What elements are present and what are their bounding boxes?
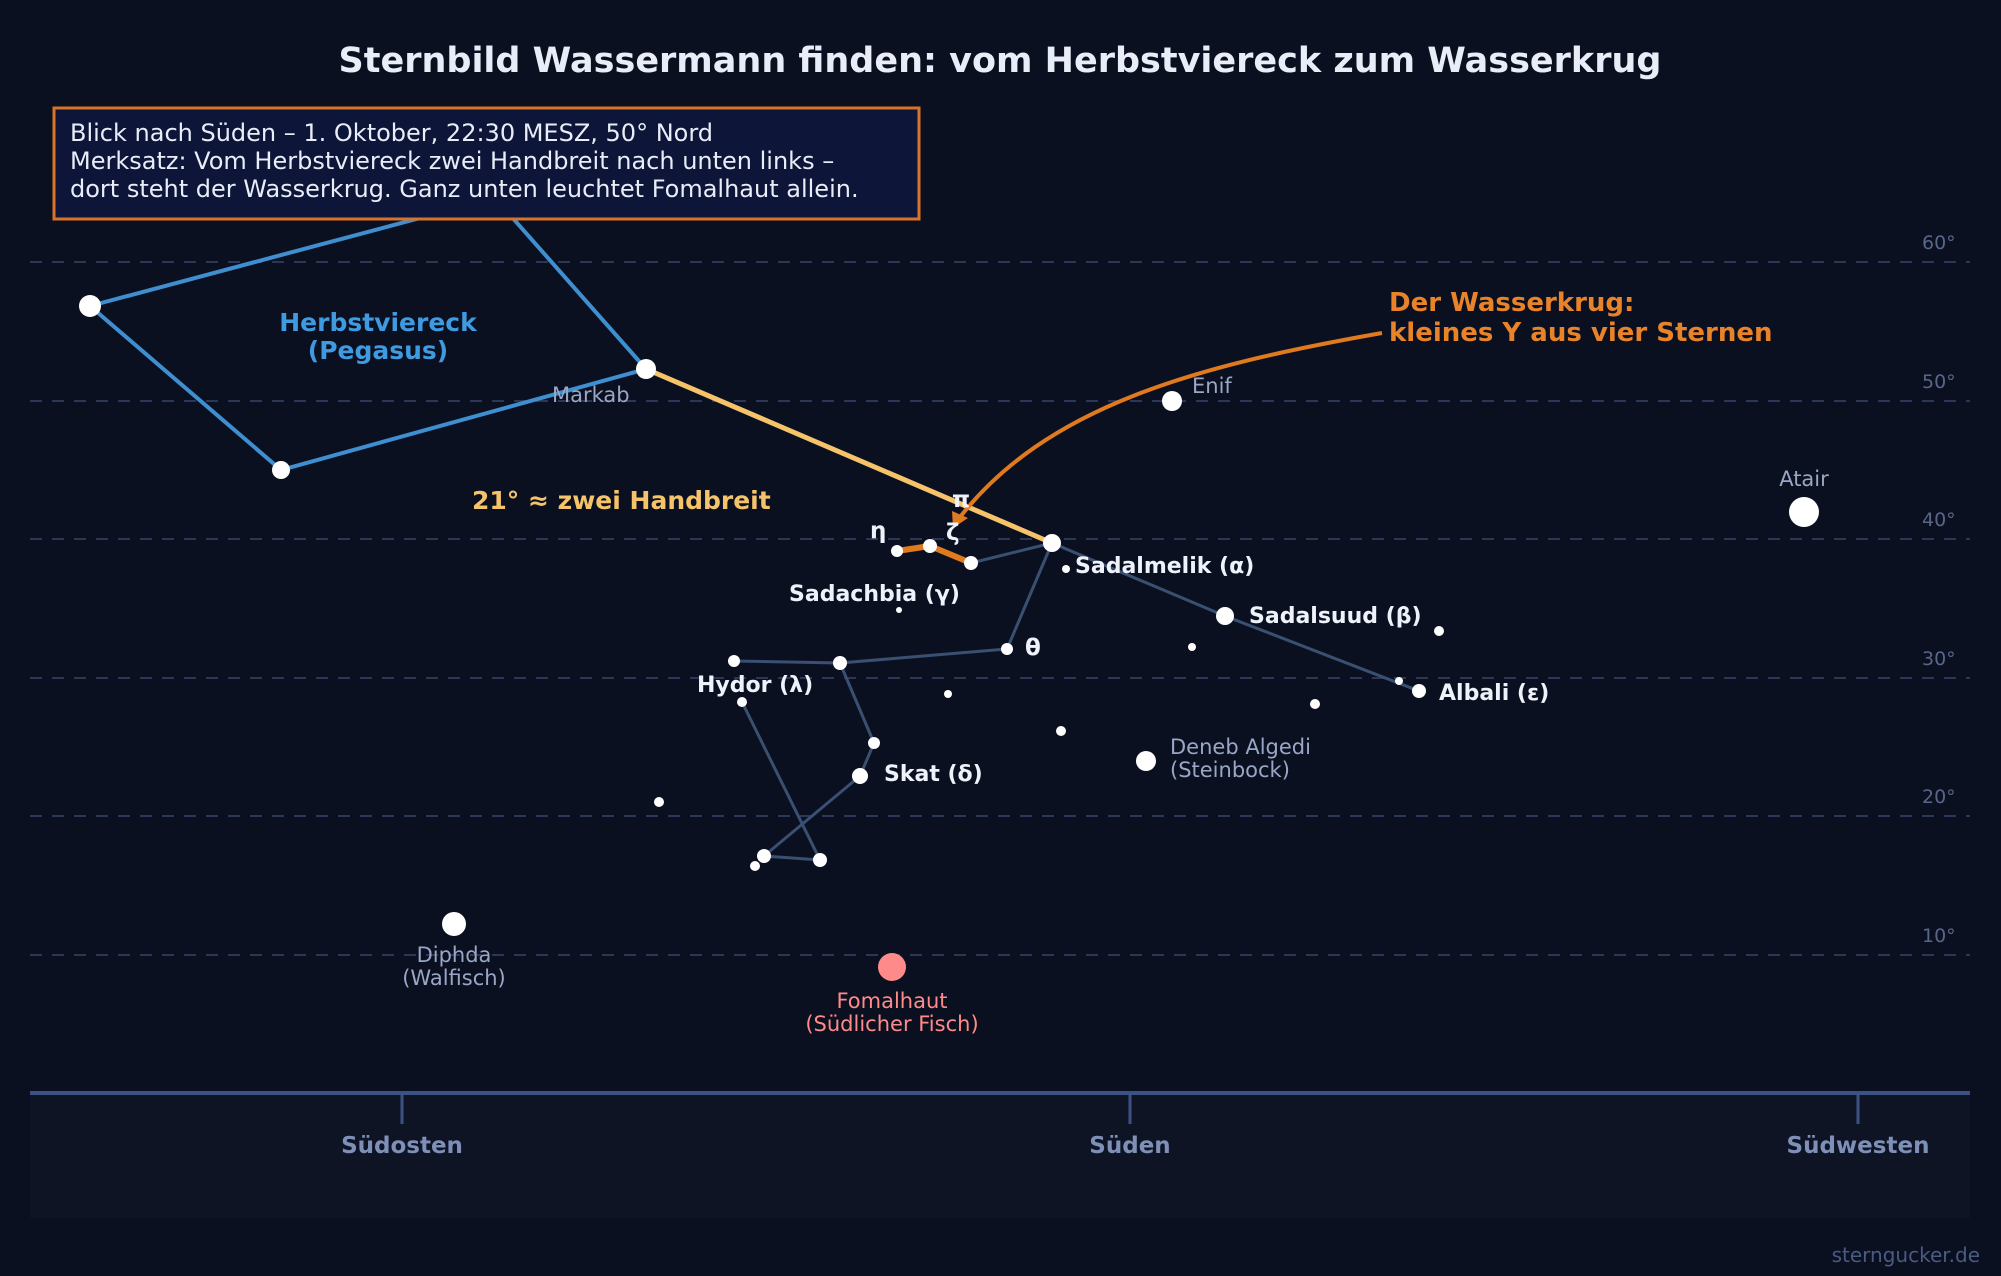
star-hydor [737, 697, 747, 707]
altitude-grid: 60° 50° 40° 30° 20° 10° [30, 232, 1970, 956]
pointer-line [645, 366, 1053, 546]
direction-south: Süden [1089, 1133, 1170, 1159]
label-enif: Enif [1192, 374, 1232, 398]
info-box: Blick nach Süden – 1. Oktober, 22:30 MES… [52, 106, 921, 221]
annotation-arrow-path [955, 331, 1383, 523]
info-line-2: Merksatz: Vom Herbstviereck zwei Handbre… [70, 147, 834, 175]
star-tau [833, 656, 847, 670]
star-faint-9 [757, 849, 771, 863]
water-jar-arrow [952, 331, 1383, 528]
water-jar-annotation: Der Wasserkrug: [1389, 288, 1634, 318]
label-hydor: Hydor (λ) [697, 673, 813, 698]
star-zeta [923, 539, 937, 553]
label-deneb-algedi-sub: (Steinbock) [1170, 758, 1290, 782]
water-jar-annotation-sub: kleines Y aus vier Sternen [1389, 318, 1773, 348]
star-alpheratz [79, 295, 101, 317]
info-box-frame [52, 106, 921, 221]
star-faint-6 [868, 737, 880, 749]
star-albali [1412, 684, 1426, 698]
star-sadalmelik [1043, 534, 1061, 552]
star-atair [1789, 497, 1819, 527]
altitude-label-10: 10° [1922, 925, 1956, 947]
chart-title: Sternbild Wassermann finden: vom Herbstv… [339, 41, 1662, 81]
label-sadachbia: Sadachbia (γ) [789, 582, 960, 607]
star-skat [852, 768, 868, 784]
altitude-label-40: 40° [1922, 509, 1956, 531]
label-eta: η [870, 518, 886, 544]
star-enif [1162, 391, 1182, 411]
star-theta [1001, 643, 1013, 655]
altitude-label-60: 60° [1922, 232, 1956, 254]
star-faint-11 [813, 853, 827, 867]
star-fomalhaut [878, 953, 906, 981]
info-line-1: Blick nach Süden – 1. Oktober, 22:30 MES… [70, 119, 713, 147]
pegasus-label-sub: (Pegasus) [308, 336, 448, 365]
aquarius-line-south [740, 662, 876, 862]
label-zeta: ζ [946, 520, 960, 546]
star-labels: Markab Enif Atair π η ζ Sadalmelik (α) S… [402, 374, 1829, 1036]
star-pi [964, 556, 978, 570]
credit: sterngucker.de [1832, 1243, 1980, 1267]
star-algenib [272, 461, 290, 479]
star-diphda [442, 912, 466, 936]
star-markab [636, 359, 656, 379]
star-deneb-algedi [1136, 751, 1156, 771]
label-deneb-algedi: Deneb Algedi [1170, 735, 1311, 759]
aquarius-line-theta [733, 542, 1054, 665]
label-atair: Atair [1779, 467, 1829, 491]
stars [79, 187, 1819, 981]
star-sadalmelik-companion [1062, 565, 1070, 573]
label-markab: Markab [552, 383, 630, 407]
altitude-label-20: 20° [1922, 786, 1956, 808]
pegasus-label: Herbstviereck [279, 308, 478, 337]
star-faint-2 [1188, 643, 1196, 651]
direction-southeast: Südosten [341, 1133, 463, 1159]
label-skat: Skat (δ) [884, 762, 983, 787]
star-faint-3 [1395, 677, 1403, 685]
altitude-label-50: 50° [1922, 371, 1956, 393]
altitude-label-30: 30° [1922, 648, 1956, 670]
label-fomalhaut: Fomalhaut [836, 989, 947, 1013]
pointer-label: 21° ≈ zwei Handbreit [472, 486, 771, 515]
label-fomalhaut-sub: (Südlicher Fisch) [805, 1012, 978, 1036]
label-theta: θ [1025, 635, 1041, 661]
label-sadalmelik: Sadalmelik (α) [1075, 554, 1254, 579]
horizon-band [30, 1093, 1970, 1218]
label-sadalsuud: Sadalsuud (β) [1249, 604, 1422, 629]
label-diphda: Diphda [417, 943, 492, 967]
info-line-3: dort steht der Wasserkrug. Ganz unten le… [70, 175, 859, 203]
star-faint-10 [750, 861, 760, 871]
star-faint-5 [944, 690, 952, 698]
aquarius-figure [733, 541, 1420, 862]
star-faint-1 [1434, 626, 1444, 636]
annotation-arrowhead [952, 511, 968, 528]
label-albali: Albali (ε) [1439, 681, 1549, 706]
aquarius-line-east [970, 541, 1420, 693]
star-faint-7 [1056, 726, 1066, 736]
label-pi: π [952, 487, 970, 513]
direction-southwest: Südwesten [1787, 1133, 1930, 1159]
star-hydor-upper [728, 655, 740, 667]
horizon: Südosten Süden Südwesten [30, 1091, 1970, 1218]
star-sadachbia [896, 607, 902, 613]
star-faint-4 [1310, 699, 1320, 709]
label-diphda-sub: (Walfisch) [402, 966, 506, 990]
star-faint-8 [654, 797, 664, 807]
star-eta [891, 545, 903, 557]
star-sadalsuud [1216, 607, 1234, 625]
